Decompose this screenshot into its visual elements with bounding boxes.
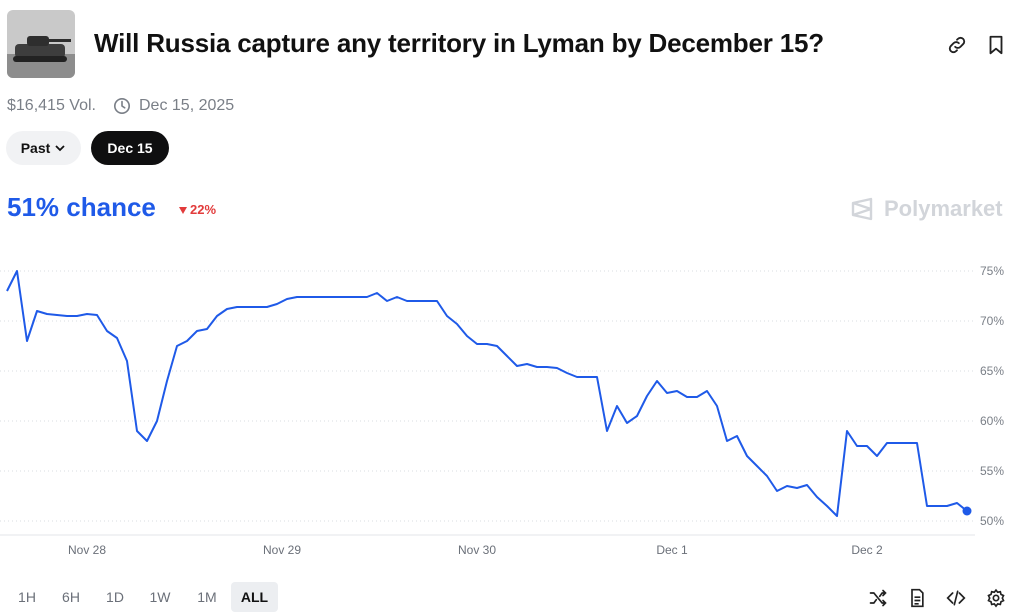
x-tick-label: Nov 29 xyxy=(263,543,301,557)
embed-icon[interactable] xyxy=(946,588,966,608)
bookmark-icon[interactable] xyxy=(986,34,1006,56)
brand-name: Polymarket xyxy=(884,196,1003,221)
past-tab[interactable]: Past xyxy=(6,131,81,165)
range-button[interactable]: ALL xyxy=(231,582,278,612)
x-tick-label: Dec 2 xyxy=(851,543,883,557)
y-tick-label: 70% xyxy=(980,314,1004,328)
x-tick-label: Dec 1 xyxy=(656,543,688,557)
y-tick-label: 55% xyxy=(980,464,1004,478)
price-chart: 50% 55% 60% 65% 70% 75% Nov 28 Nov 29 Nov 30 Dec … xyxy=(0,264,1004,557)
x-tick-label: Nov 30 xyxy=(458,543,496,557)
market-title: Will Russia capture any territory in Lym… xyxy=(94,28,824,58)
brand-logo xyxy=(851,197,873,221)
price-line xyxy=(6,270,968,517)
chevron xyxy=(55,145,65,152)
change: 22% xyxy=(178,202,216,217)
volume: $16,415 Vol. xyxy=(7,97,96,114)
y-tick-label: 60% xyxy=(980,414,1004,428)
range-button[interactable]: 1H xyxy=(18,589,36,605)
document-icon[interactable] xyxy=(907,588,927,608)
brand: Polymarket xyxy=(850,196,1003,222)
down-arrow xyxy=(179,206,187,214)
y-tick-label: 75% xyxy=(980,264,1004,278)
date-tab[interactable]: Dec 15 xyxy=(91,131,169,165)
x-tick-label: Nov 28 xyxy=(68,543,106,557)
settings-icon[interactable] xyxy=(986,588,1006,608)
tab-label: Past xyxy=(20,140,51,156)
change-value: 22% xyxy=(190,202,217,217)
range-button[interactable]: 1D xyxy=(106,589,124,605)
current-point xyxy=(962,506,972,516)
y-tick-label: 65% xyxy=(980,364,1004,378)
thumbnail xyxy=(7,10,75,78)
end-date: Dec 15, 2025 xyxy=(139,97,235,114)
y-tick-label: 50% xyxy=(980,514,1004,528)
tab-label: Dec 15 xyxy=(107,140,153,156)
clock-icon xyxy=(113,97,131,115)
thumbnail-image xyxy=(7,10,75,78)
shuffle-icon[interactable] xyxy=(868,588,888,608)
range-button[interactable]: 6H xyxy=(62,589,80,605)
range-button[interactable]: 1W xyxy=(149,589,171,605)
range-button[interactable]: 1M xyxy=(197,589,217,605)
chance: 51% chance xyxy=(7,192,156,222)
link-icon[interactable] xyxy=(946,34,968,56)
